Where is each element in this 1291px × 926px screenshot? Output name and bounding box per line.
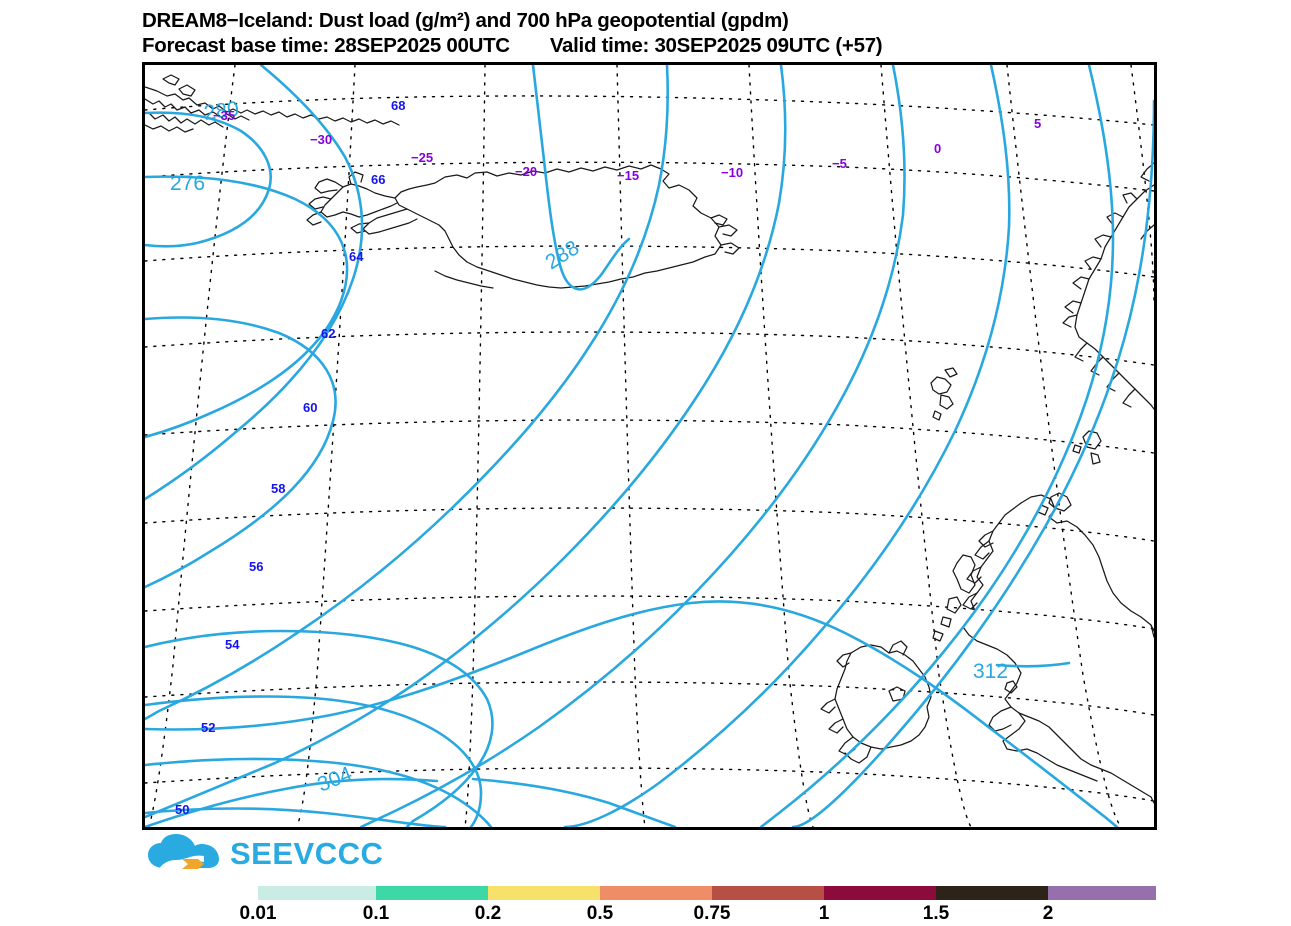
- lat-label-58: 58: [271, 481, 285, 496]
- colorbar-segment-6: [936, 886, 1048, 900]
- lon-label-minus30: −30: [310, 132, 332, 147]
- forecast-base-time-text: Forecast base time: 28SEP2025 00UTC: [142, 34, 510, 57]
- lon-label-minus5: −5: [832, 156, 847, 171]
- graticule: [145, 65, 1154, 827]
- colorbar-tick-0p75: 0.75: [693, 903, 731, 924]
- colorbar-segment-2: [488, 886, 600, 900]
- latitude-labels: 68 66 64 62 60 58 56 54 52 50: [175, 98, 405, 817]
- lon-label-minus35: −35: [213, 108, 235, 123]
- lon-label-minus25: −25: [411, 150, 433, 165]
- lat-label-62: 62: [321, 326, 335, 341]
- lon-label-0: 0: [934, 141, 941, 156]
- logo-text: SEEVCCC: [230, 836, 384, 871]
- colorbar-tick-0p01: 0.01: [239, 903, 277, 924]
- geopotential-label-280: 280: [202, 97, 240, 125]
- colorbar-tick-2: 2: [1042, 903, 1054, 924]
- lat-label-52: 52: [201, 720, 215, 735]
- seevccc-logo[interactable]: SEEVCCC: [146, 833, 383, 875]
- geopotential-label-312: 312: [973, 660, 1008, 683]
- colorbar-tick-1: 1: [818, 903, 830, 924]
- time-info-line: Forecast base time: 28SEP2025 00UTC Vali…: [142, 33, 1291, 58]
- colorbar-segment-7: [1048, 886, 1156, 900]
- colorbar-segment-3: [600, 886, 712, 900]
- map-panel[interactable]: 276 280 288 304 312 −35 −30 −25 −20 −15 …: [142, 62, 1157, 830]
- lon-label-minus10: −10: [721, 165, 743, 180]
- colorbar-tick-0p2: 0.2: [474, 903, 502, 924]
- lon-label-minus15: −15: [617, 168, 639, 183]
- lat-label-60: 60: [303, 400, 317, 415]
- cloud-icon: [146, 834, 222, 874]
- chart-title-block: DREAM8−Iceland: Dust load (g/m²) and 700…: [142, 8, 1291, 58]
- colorbar-segment-1: [376, 886, 488, 900]
- coastlines: [145, 74, 1154, 804]
- geopotential-label-276: 276: [170, 172, 205, 195]
- lat-label-64: 64: [349, 249, 364, 264]
- map-canvas: 276 280 288 304 312 −35 −30 −25 −20 −15 …: [145, 65, 1154, 827]
- colorbar-tick-0p5: 0.5: [586, 903, 614, 924]
- colorbar-legend: 0.01 0.1 0.2 0.5 0.75 1 1.5 2: [240, 886, 1156, 926]
- colorbar-tick-1p5: 1.5: [922, 903, 950, 924]
- lat-label-68: 68: [391, 98, 405, 113]
- geopotential-label-304: 304: [314, 762, 355, 797]
- longitude-labels: −35 −30 −25 −20 −15 −10 −5 0 5: [213, 108, 1041, 183]
- geopotential-label-288: 288: [541, 236, 583, 274]
- valid-time-text: Valid time: 30SEP2025 09UTC (+57): [549, 34, 883, 57]
- colorbar-segment-0: [258, 886, 376, 900]
- colorbar-segment-5: [824, 886, 936, 900]
- lat-label-54: 54: [225, 637, 240, 652]
- colorbar-tick-labels: 0.01 0.1 0.2 0.5 0.75 1 1.5 2: [240, 900, 1156, 926]
- page-title: DREAM8−Iceland: Dust load (g/m²) and 700…: [142, 9, 789, 32]
- lon-label-minus20: −20: [515, 164, 537, 179]
- geopotential-contour-labels: 276 280 288 304 312: [170, 97, 1008, 796]
- geopotential-contours: [145, 65, 1154, 827]
- lon-label-5: 5: [1034, 116, 1041, 131]
- lat-label-66: 66: [371, 172, 385, 187]
- colorbar-segment-4: [712, 886, 824, 900]
- lat-label-50: 50: [175, 802, 189, 817]
- lat-label-56: 56: [249, 559, 263, 574]
- colorbar-strip[interactable]: [258, 886, 1156, 900]
- colorbar-tick-0p1: 0.1: [362, 903, 390, 924]
